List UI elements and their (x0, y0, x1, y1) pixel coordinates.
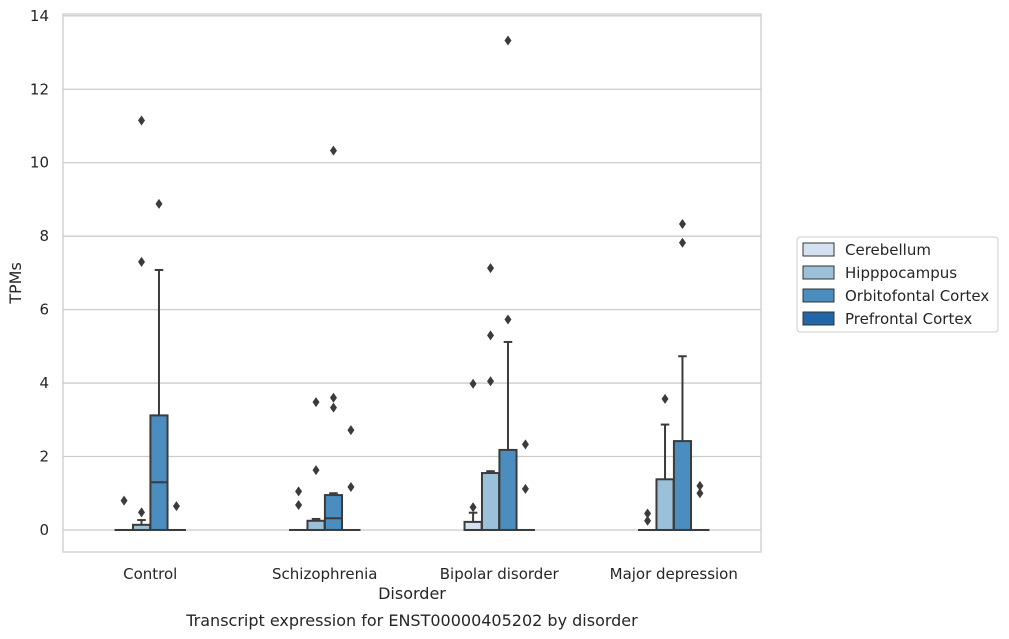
box-iqr (672, 440, 693, 531)
outlier-point (295, 486, 303, 497)
outlier-point (329, 145, 337, 156)
box-cerebellum-2 (463, 378, 483, 531)
outlier-point (120, 495, 128, 506)
x-axis-label: Disorder (378, 584, 446, 603)
box-hipppocampus-2 (480, 263, 501, 531)
outlier-point (347, 481, 355, 492)
y-tick-label: 8 (39, 227, 49, 245)
box-iqr (498, 448, 518, 531)
box-cerebellum-0 (114, 495, 134, 531)
y-tick-label: 0 (39, 521, 49, 539)
plot-frame (62, 13, 762, 553)
outlier-point (661, 393, 669, 404)
legend: Cerebellum Hipppocampus Orbitofontal Corte… (796, 236, 999, 333)
legend-label: Hipppocampus (845, 264, 957, 282)
box-cerebellum-3 (638, 508, 658, 531)
box-hipppocampus-0 (131, 115, 152, 531)
outlier-point (329, 392, 337, 403)
outlier-point (678, 237, 686, 248)
legend-entry: Hipppocampus (802, 264, 957, 282)
outlier-point (138, 256, 146, 267)
box-orbitofontal-cortex-2 (498, 35, 518, 531)
y-tick-label: 14 (30, 7, 49, 25)
y-tick-label: 4 (39, 374, 49, 392)
box-orbitofontal-cortex-1 (323, 145, 344, 531)
outlier-point (312, 397, 320, 408)
legend-label: Cerebellum (845, 241, 931, 259)
legend-swatch (802, 242, 835, 257)
box-orbitofontal-cortex-3 (672, 219, 693, 531)
y-tick-label: 6 (39, 301, 49, 319)
legend-entry: Orbitofontal Cortex (802, 287, 989, 305)
outlier-point (487, 330, 495, 341)
outlier-point (521, 483, 529, 494)
outlier-point (155, 198, 163, 209)
box-cerebellum-1 (289, 486, 309, 531)
box-orbitofontal-cortex-0 (149, 198, 169, 531)
box-iqr (323, 494, 344, 531)
legend-swatch (802, 311, 835, 326)
legend-label: Prefrontal Cortex (845, 310, 972, 328)
box-iqr (480, 472, 501, 531)
outlier-point (138, 115, 146, 126)
box-prefrontal-cortex-0 (166, 501, 186, 531)
box-hipppocampus-3 (655, 393, 675, 531)
outlier-point (329, 402, 337, 413)
box-iqr (149, 414, 169, 531)
legend-swatch (802, 265, 835, 280)
legend-entry: Cerebellum (802, 241, 931, 259)
outlier-point (312, 465, 320, 476)
box-prefrontal-cortex-3 (690, 480, 710, 531)
outlier-point (521, 439, 529, 450)
box-iqr (463, 520, 483, 531)
box-prefrontal-cortex-1 (341, 425, 361, 531)
box-hipppocampus-1 (306, 397, 326, 531)
y-tick-label: 2 (39, 448, 49, 466)
outlier-point (138, 507, 146, 518)
chart-caption: Transcript expression for ENST0000040520… (185, 611, 638, 630)
x-tick-label: Schizophrenia (272, 565, 377, 583)
outlier-point (172, 501, 180, 512)
legend-frame (796, 236, 999, 333)
outlier-point (504, 35, 512, 46)
x-axis-ticks: Control Schizophrenia Bipolar disorder Majo… (123, 565, 738, 583)
outlier-point (644, 515, 652, 526)
outlier-point (678, 219, 686, 230)
outlier-point (696, 488, 704, 499)
y-gridlines (63, 15, 761, 531)
outlier-point (696, 480, 704, 491)
x-tick-label: Bipolar disorder (440, 565, 560, 583)
outlier-point (644, 508, 652, 519)
box-plot-marks (114, 35, 710, 531)
box-iqr (655, 478, 675, 531)
y-tick-label: 12 (30, 80, 49, 98)
outlier-point (469, 378, 477, 389)
outlier-point (469, 502, 477, 513)
outlier-point (347, 425, 355, 436)
y-tick-label: 10 (30, 154, 49, 172)
outlier-point (295, 499, 303, 510)
legend-swatch (802, 288, 835, 303)
box-iqr (306, 519, 326, 531)
outlier-point (487, 263, 495, 274)
legend-entry: Prefrontal Cortex (802, 310, 972, 328)
outlier-point (504, 314, 512, 325)
x-tick-label: Major depression (610, 565, 738, 583)
y-axis-label: TPMs (6, 262, 25, 305)
legend-label: Orbitofontal Cortex (845, 287, 989, 305)
x-tick-label: Control (123, 565, 177, 583)
box-prefrontal-cortex-2 (515, 439, 535, 531)
y-axis-ticks: 0 2 4 6 8 10 12 14 (30, 7, 49, 539)
outlier-point (487, 376, 495, 387)
